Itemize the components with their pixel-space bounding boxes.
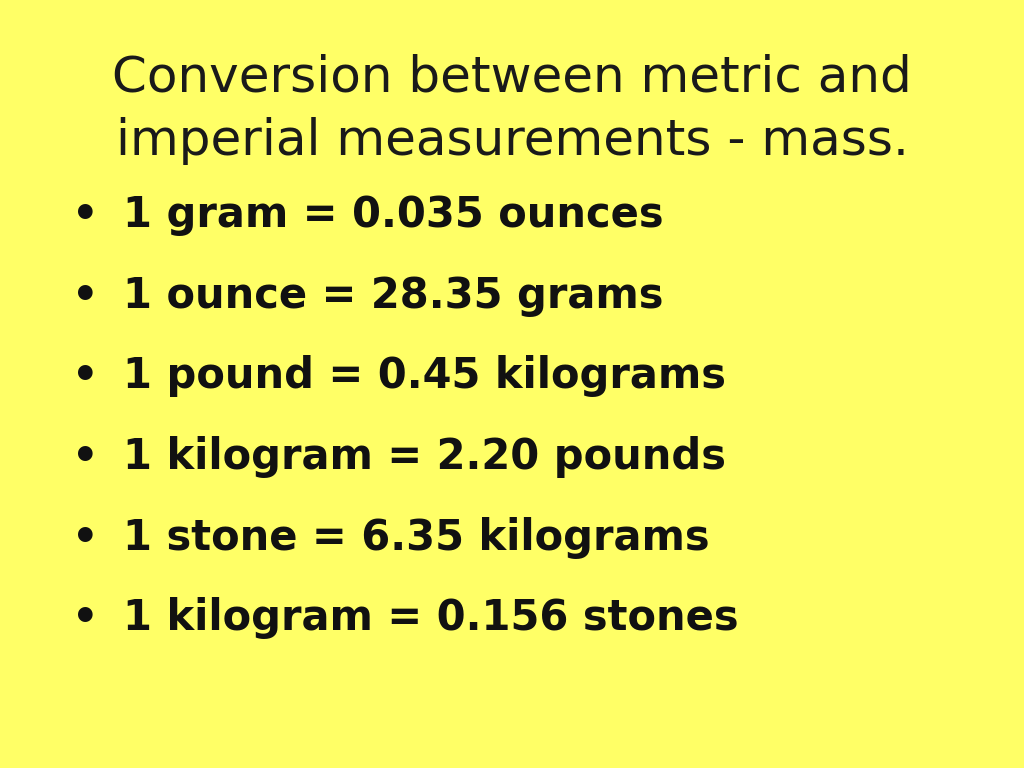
Text: Conversion between metric and
imperial measurements - mass.: Conversion between metric and imperial m…	[112, 54, 912, 165]
Text: •: •	[72, 194, 98, 236]
Text: 1 kilogram = 2.20 pounds: 1 kilogram = 2.20 pounds	[123, 436, 726, 478]
Text: •: •	[72, 436, 98, 478]
Text: 1 stone = 6.35 kilograms: 1 stone = 6.35 kilograms	[123, 517, 710, 558]
Text: 1 kilogram = 0.156 stones: 1 kilogram = 0.156 stones	[123, 598, 738, 639]
Text: 1 pound = 0.45 kilograms: 1 pound = 0.45 kilograms	[123, 356, 726, 397]
Text: •: •	[72, 275, 98, 316]
Text: •: •	[72, 598, 98, 639]
Text: 1 gram = 0.035 ounces: 1 gram = 0.035 ounces	[123, 194, 664, 236]
Text: •: •	[72, 517, 98, 558]
Text: 1 ounce = 28.35 grams: 1 ounce = 28.35 grams	[123, 275, 664, 316]
Text: •: •	[72, 356, 98, 397]
